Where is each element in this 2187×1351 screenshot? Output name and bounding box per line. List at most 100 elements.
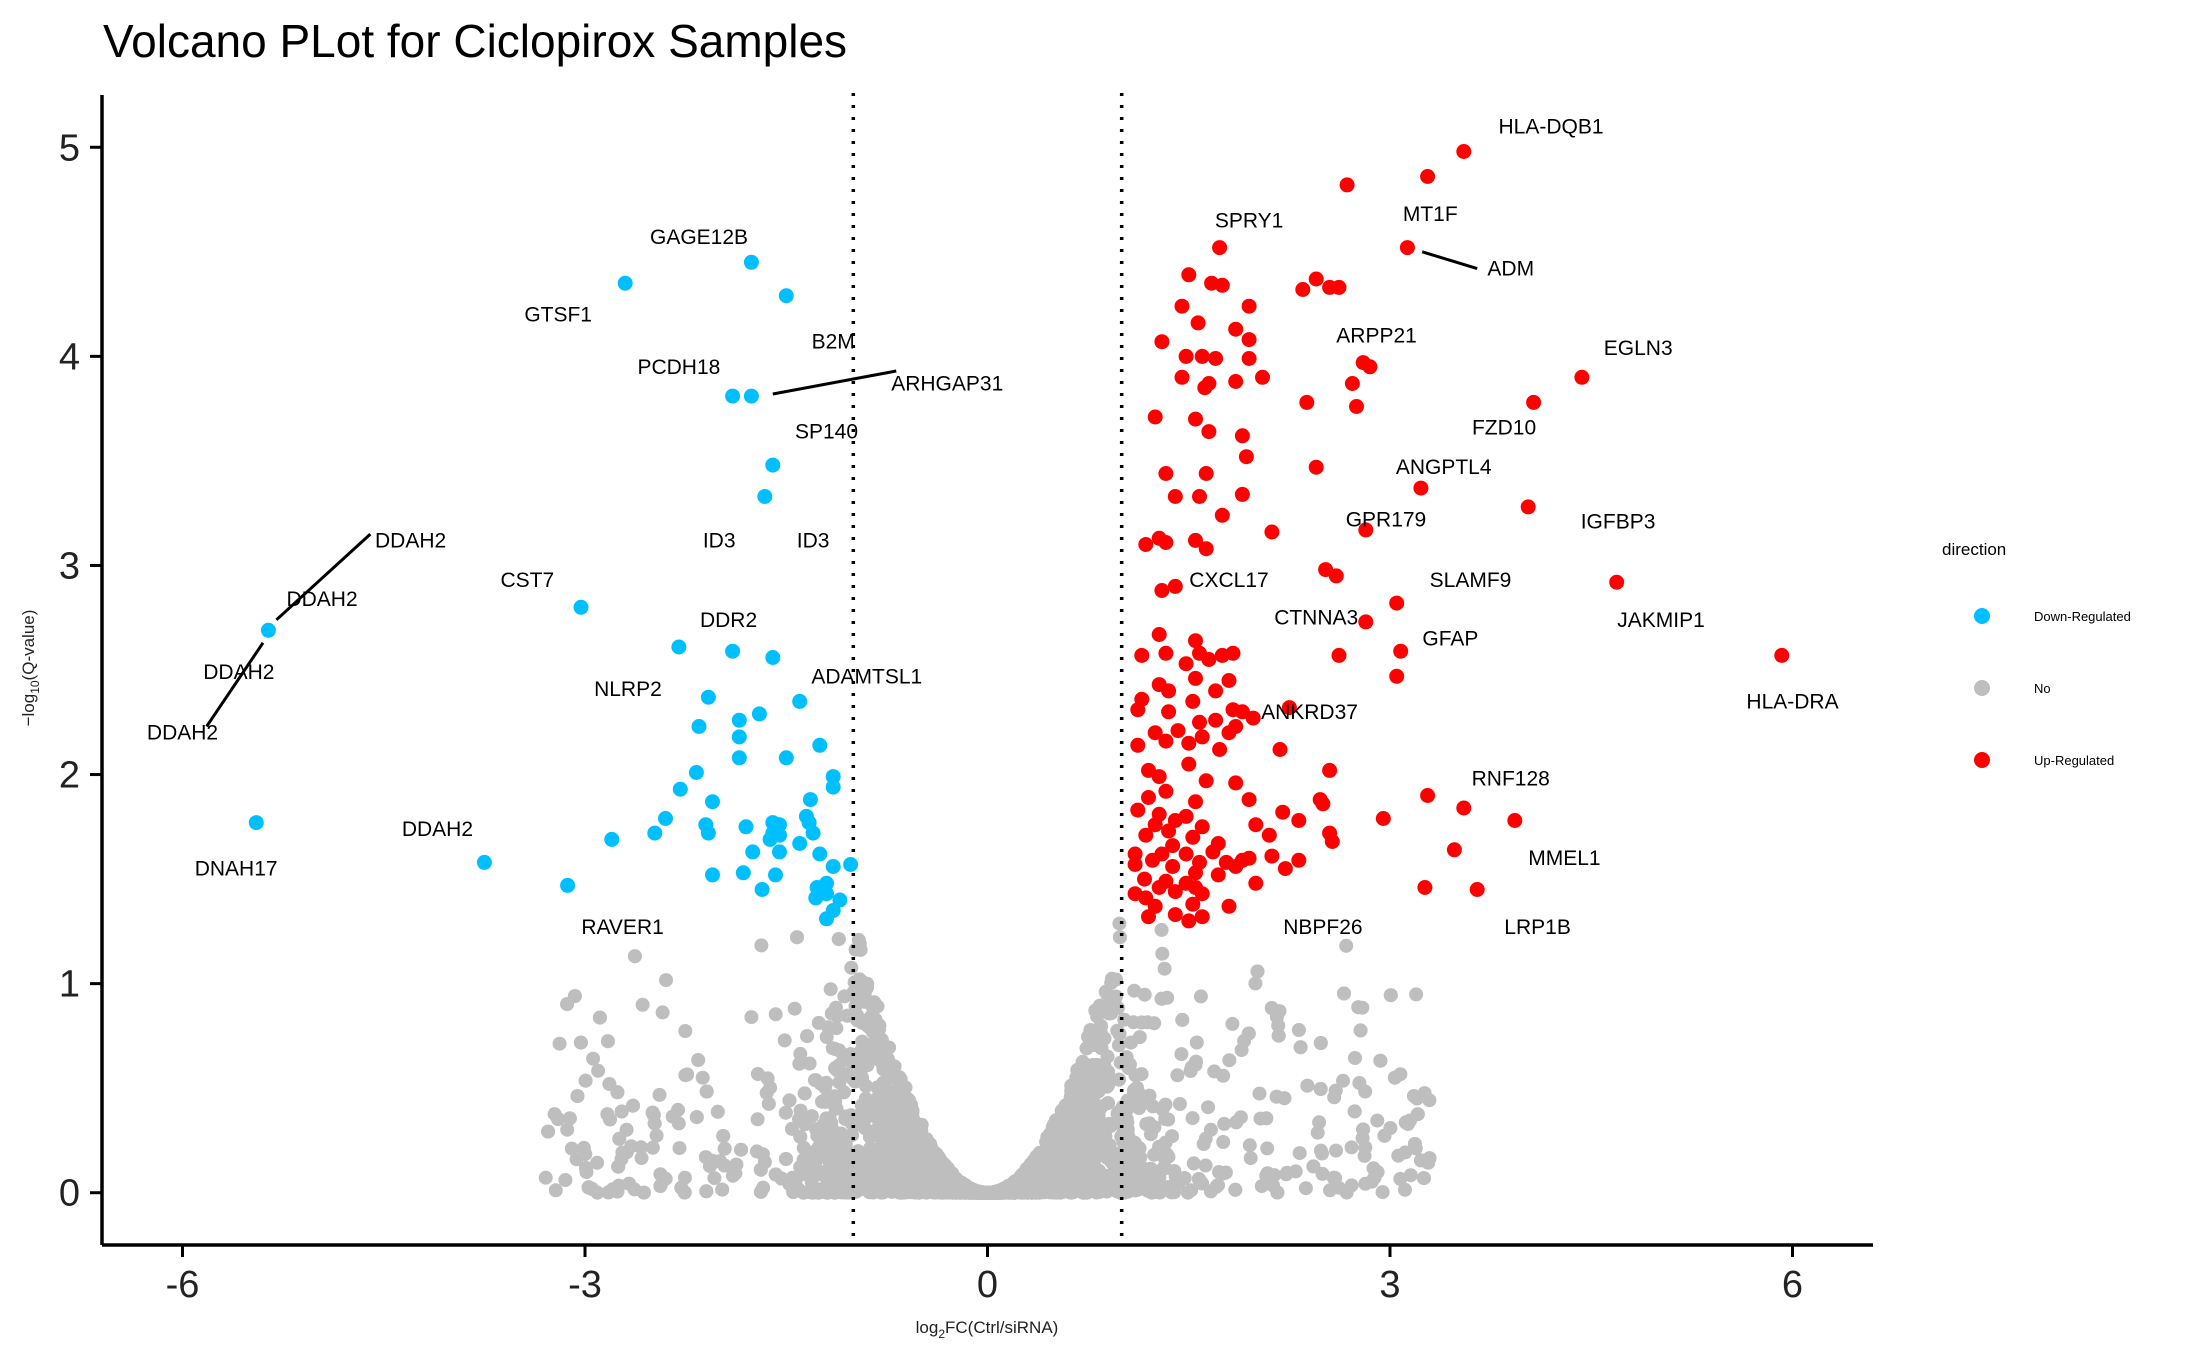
point-no (1292, 1146, 1307, 1161)
point-down (260, 622, 276, 638)
point-no (1271, 1028, 1286, 1043)
point-no (755, 1147, 770, 1162)
gene-label: B2M (812, 331, 855, 354)
gene-label: EGLN3 (1604, 337, 1673, 360)
gene-label: ADM (1487, 258, 1534, 281)
threshold-lines (851, 93, 1124, 1245)
point-no (875, 1143, 890, 1158)
point-up (1774, 647, 1790, 663)
gene-label: DDAH2 (286, 588, 357, 611)
point-up (1255, 369, 1270, 385)
point-no (1112, 1072, 1126, 1087)
point-no (1279, 1167, 1294, 1182)
point-no (1177, 1171, 1192, 1186)
point-no (634, 1151, 649, 1165)
gene-label: JAKMIP1 (1617, 609, 1705, 632)
point-no (1313, 1082, 1328, 1096)
point-no (1225, 1016, 1240, 1031)
point-up (1170, 723, 1186, 739)
point-up (1456, 800, 1472, 816)
point-up (1194, 729, 1210, 745)
gene-label: ID3 (703, 529, 736, 552)
point-no (1056, 1150, 1071, 1165)
point-up (1520, 499, 1536, 515)
point-no (1101, 1096, 1115, 1111)
point-no (1131, 1085, 1146, 1100)
significant-points (248, 144, 1790, 929)
point-up (1158, 535, 1174, 550)
point-up (1161, 683, 1177, 699)
gene-label: LRP1B (1504, 916, 1571, 939)
point-no (869, 1036, 884, 1051)
point-no (1264, 1001, 1279, 1015)
point-no (1127, 983, 1142, 998)
point-no (558, 1173, 573, 1187)
point-no (744, 1010, 759, 1025)
point-up (1413, 480, 1429, 496)
point-no (1293, 1040, 1308, 1055)
point-down (743, 388, 759, 404)
point-no (674, 1180, 689, 1195)
point-up (1201, 652, 1217, 667)
point-no (836, 1085, 851, 1100)
point-down (705, 867, 720, 883)
point-no (1216, 1166, 1231, 1181)
point-no (768, 1007, 783, 1022)
point-no (1313, 1036, 1328, 1050)
point-no (716, 1129, 731, 1143)
point-up (1151, 880, 1167, 895)
point-no (1329, 1143, 1343, 1158)
point-no (614, 1104, 629, 1119)
point-down (700, 689, 716, 705)
point-up (1212, 240, 1228, 256)
point-no (1241, 1026, 1256, 1041)
point-no (786, 1185, 801, 1199)
point-no (1094, 1118, 1109, 1133)
y-tick-label: 5 (59, 127, 80, 169)
point-no (793, 1046, 808, 1061)
gene-label: NLRP2 (594, 678, 662, 701)
point-no (1044, 1155, 1059, 1170)
point-no (923, 1163, 938, 1178)
point-no (850, 1161, 865, 1176)
point-no (1161, 1112, 1176, 1127)
point-down (731, 750, 747, 766)
point-no (1248, 976, 1263, 991)
point-up (1221, 898, 1237, 914)
point-down (751, 706, 767, 722)
point-up (1275, 804, 1291, 820)
point-up (1295, 282, 1311, 297)
gene-label: DNAH17 (195, 858, 278, 881)
point-no (1398, 1145, 1413, 1160)
point-up (1328, 568, 1344, 584)
point-no (541, 1124, 556, 1139)
gene-label: SPRY1 (1215, 209, 1284, 232)
point-no (1015, 1176, 1030, 1191)
point-no (900, 1104, 915, 1119)
point-no (1175, 1012, 1190, 1027)
y-tick-label: 2 (59, 755, 80, 797)
point-no (1104, 1006, 1119, 1021)
point-up (1308, 459, 1324, 475)
point-up (1167, 907, 1183, 923)
point-no (930, 1184, 944, 1199)
point-no (872, 1018, 887, 1033)
y-tick-label: 3 (59, 545, 80, 587)
point-up (1277, 861, 1293, 877)
point-no (750, 1112, 765, 1127)
y-tick-label: 0 (59, 1173, 80, 1215)
point-down (705, 794, 720, 810)
point-no (1154, 922, 1169, 937)
x-tick-label: 0 (977, 1264, 998, 1306)
gene-label: IGFBP3 (1581, 511, 1656, 534)
point-up (1134, 647, 1150, 663)
point-no (691, 1053, 706, 1067)
point-no (1243, 1151, 1258, 1166)
x-tick-label: 3 (1379, 1264, 1400, 1306)
point-no (753, 1162, 768, 1177)
label-leader-lines (205, 250, 1478, 728)
point-no (655, 1005, 670, 1020)
point-no (1370, 1165, 1385, 1180)
point-up (1228, 859, 1244, 874)
point-no (1398, 1182, 1412, 1197)
